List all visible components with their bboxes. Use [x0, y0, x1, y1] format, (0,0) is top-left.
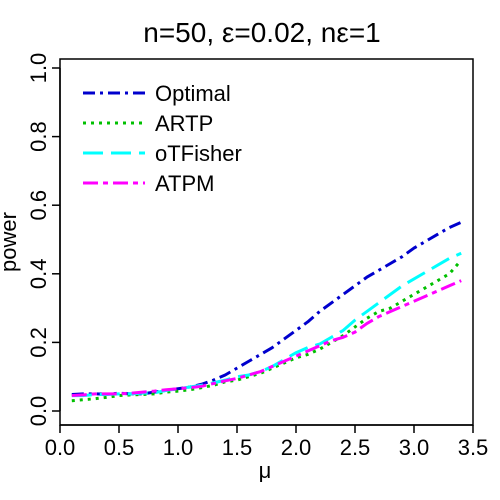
legend-label-otfisher: oTFisher: [155, 141, 242, 166]
legend-label-optimal: Optimal: [155, 81, 231, 106]
x-tick-label: 0.5: [104, 435, 135, 460]
x-tick-label: 0.0: [45, 435, 76, 460]
y-tick-label: 1.0: [26, 53, 51, 84]
series-line-optimal: [71, 220, 462, 397]
y-tick-label: 0.4: [26, 259, 51, 290]
y-tick-label: 0.0: [26, 396, 51, 427]
x-tick-label: 3.5: [458, 435, 489, 460]
x-tick-label: 1.5: [222, 435, 253, 460]
x-tick-label: 1.0: [163, 435, 194, 460]
y-axis-label: power: [0, 212, 21, 272]
x-axis-label: μ: [259, 458, 272, 483]
x-tick-label: 2.0: [281, 435, 312, 460]
x-tick-label: 2.5: [340, 435, 371, 460]
series-line-artp: [71, 259, 463, 403]
legend-label-artp: ARTP: [155, 111, 213, 136]
x-axis: 0.0 0.5 1.0 1.5 2.0 2.5 3.0 3.5: [45, 424, 489, 460]
y-tick-label: 0.8: [26, 121, 51, 152]
y-tick-label: 0.6: [26, 190, 51, 221]
y-tick-label: 0.2: [26, 327, 51, 358]
series-layer: [71, 220, 463, 403]
chart-title: n=50, ε=0.02, nε=1: [143, 17, 381, 48]
series-line-otfisher: [71, 251, 462, 398]
legend-label-atpm: ATPM: [155, 171, 214, 196]
x-tick-label: 3.0: [399, 435, 430, 460]
series-line-atpm: [71, 279, 462, 398]
y-axis: 0.0 0.2 0.4 0.6 0.8 1.0: [26, 53, 61, 427]
legend: Optimal ARTP oTFisher ATPM: [83, 81, 242, 196]
